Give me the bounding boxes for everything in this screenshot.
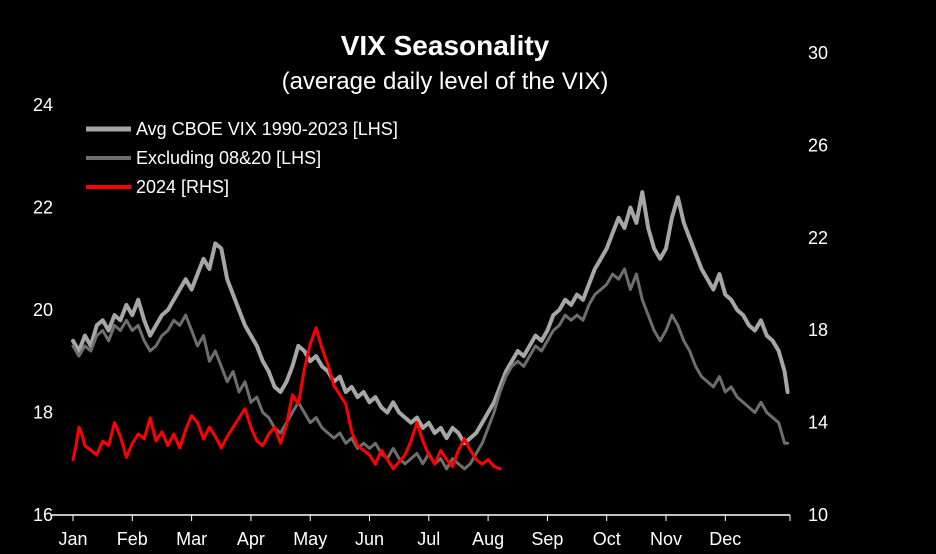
left-tick-label: 20 (33, 300, 53, 320)
right-tick-label: 26 (808, 135, 828, 155)
series-layer (71, 190, 790, 471)
x-tick-label: Jun (355, 529, 384, 549)
x-tick-label: Dec (709, 529, 741, 549)
x-tick-label: Jan (58, 529, 87, 549)
legend: Avg CBOE VIX 1990-2023 [LHS] Excluding 08… (86, 119, 398, 197)
left-tick-label: 22 (33, 198, 53, 218)
chart-subtitle: (average daily level of the VIX) (282, 68, 609, 95)
legend-label: 2024 [RHS] (136, 177, 229, 197)
left-tick-label: 24 (33, 95, 53, 115)
right-tick-label: 22 (808, 228, 828, 248)
x-axis: Jan Feb Mar Apr May Jun Jul Aug Sep Oct Nov Dec (58, 515, 791, 549)
x-tick-label: Nov (650, 529, 682, 549)
right-tick-label: 30 (808, 43, 828, 63)
legend-label: Excluding 08&20 [LHS] (136, 148, 321, 168)
right-y-axis: 10 14 18 22 26 30 (808, 43, 828, 525)
left-y-axis: 16 18 20 22 24 (33, 95, 53, 525)
x-tick-label: Feb (117, 529, 148, 549)
right-tick-label: 10 (808, 505, 828, 525)
right-tick-label: 18 (808, 320, 828, 340)
x-tick-label: Oct (593, 529, 621, 549)
right-tick-label: 14 (808, 413, 828, 433)
x-tick-label: May (293, 529, 327, 549)
left-tick-label: 18 (33, 403, 53, 423)
legend-label: Avg CBOE VIX 1990-2023 [LHS] (136, 119, 398, 139)
left-tick-label: 16 (33, 505, 53, 525)
series-line-1 (71, 190, 790, 446)
x-tick-label: Aug (472, 529, 504, 549)
x-tick-label: Sep (531, 529, 563, 549)
chart-title: VIX Seasonality (341, 30, 550, 61)
series-line-3 (71, 326, 502, 471)
x-tick-label: Mar (176, 529, 207, 549)
x-tick-label: Jul (417, 529, 440, 549)
x-tick-label: Apr (237, 529, 265, 549)
